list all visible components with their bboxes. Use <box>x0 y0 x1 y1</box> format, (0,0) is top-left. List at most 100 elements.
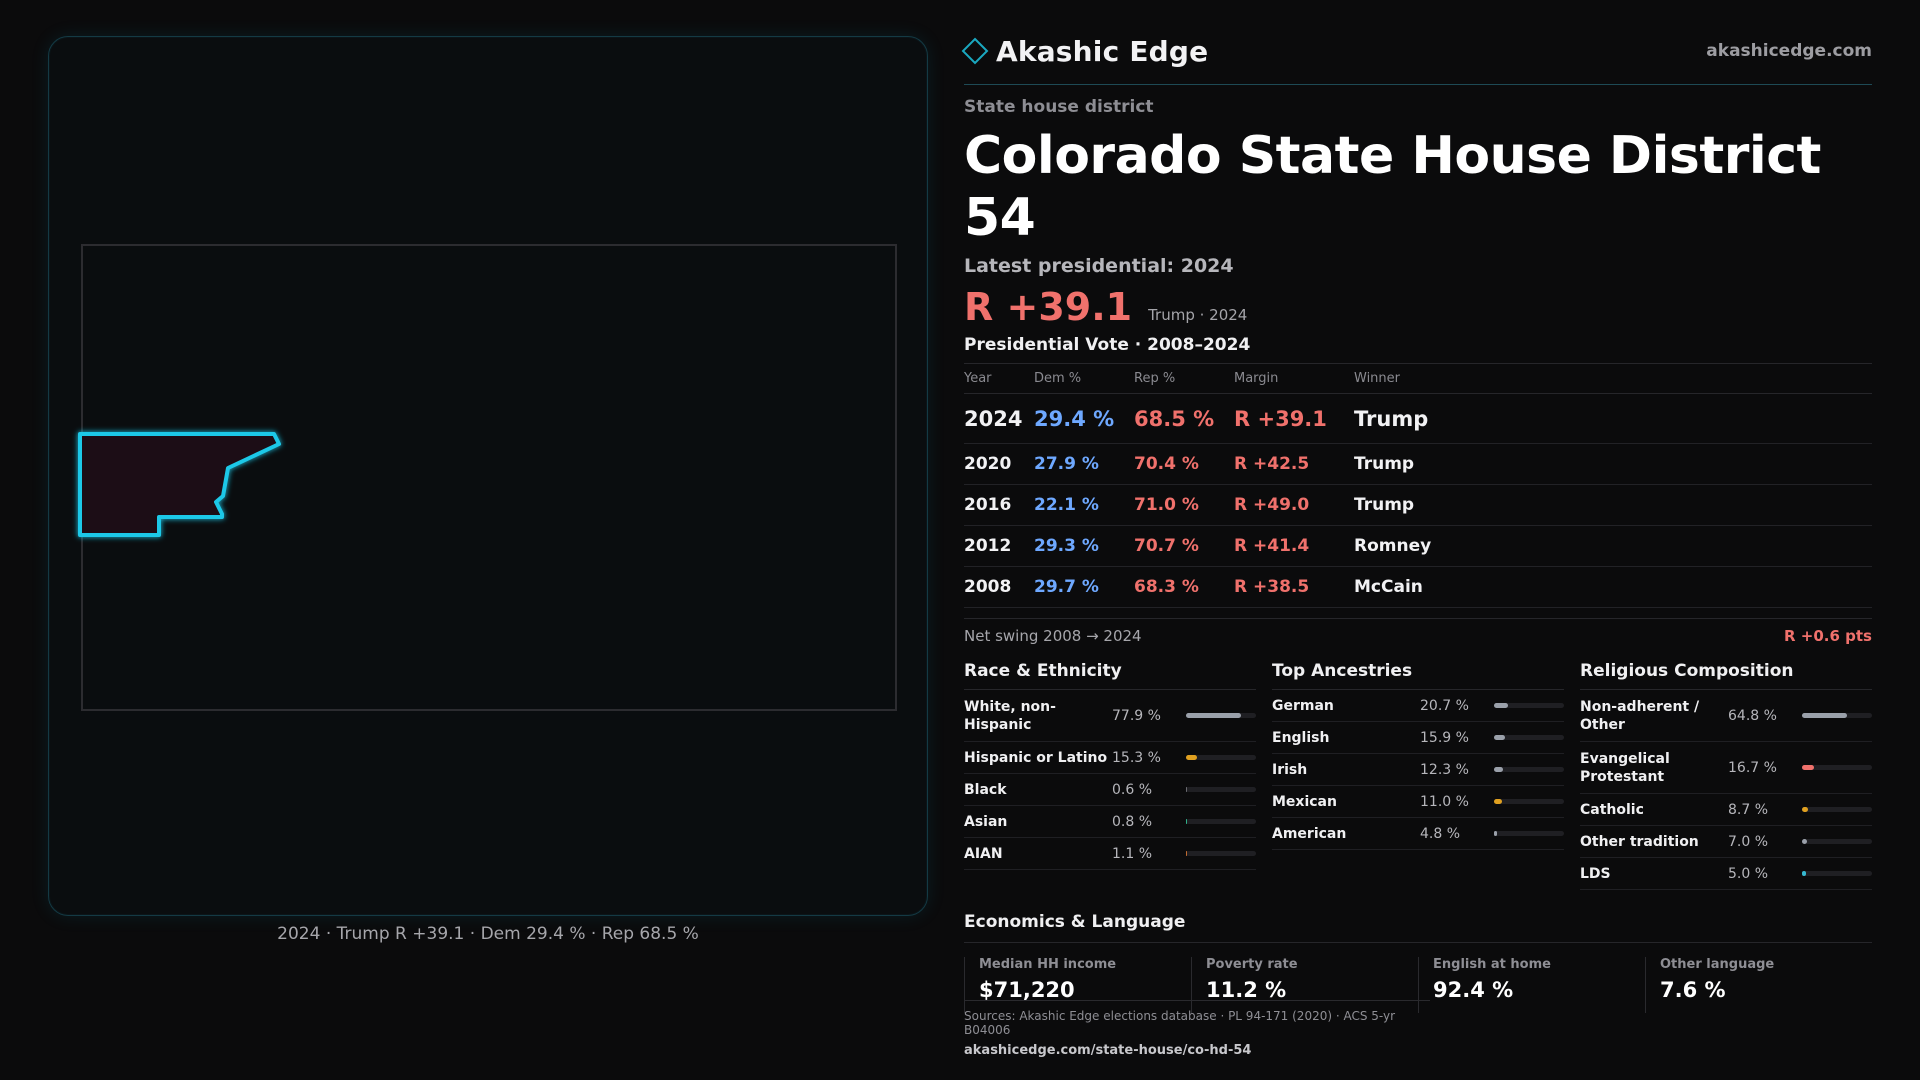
religion-title: Religious Composition <box>1580 661 1872 690</box>
bar-track <box>1494 703 1564 708</box>
col-header-winner: Winner <box>1354 363 1872 394</box>
stat-label: English at home <box>1433 957 1551 972</box>
bar-track <box>1494 799 1564 804</box>
bar-fill <box>1802 713 1848 718</box>
latest-presidential-label: Latest presidential: 2024 <box>964 255 1234 277</box>
item-value: 0.6 % <box>1112 781 1153 798</box>
rep-cell: 71.0 % <box>1134 484 1234 526</box>
table-row: 2012 29.3 % 70.7 % R +41.4 Romney <box>964 525 1872 567</box>
list-item: Evangelical Protestant 16.7 % <box>1580 742 1872 794</box>
stat-cell: Other language 7.6 % <box>1645 957 1872 1013</box>
stat-cell: Median HH income $71,220 <box>964 957 1191 1013</box>
list-item: White, non-Hispanic 77.9 % <box>964 690 1256 742</box>
col-header-rep: Rep % <box>1134 363 1234 394</box>
district-type-kicker: State house district <box>964 97 1154 117</box>
religion-panel: Religious Composition Non-adherent / Oth… <box>1580 661 1872 890</box>
item-label: Catholic <box>1580 801 1644 818</box>
item-label: Black <box>964 781 1007 798</box>
economics-panel: Median HH income $71,220 Poverty rate 11… <box>964 957 1872 1013</box>
dem-cell: 29.4 % <box>1034 393 1134 444</box>
year-cell: 2020 <box>964 443 1034 485</box>
divider <box>964 84 1872 85</box>
list-item: German 20.7 % <box>1272 690 1564 722</box>
brand[interactable]: Akashic Edge <box>961 34 1209 68</box>
dem-cell: 29.7 % <box>1034 566 1134 608</box>
item-value: 1.1 % <box>1112 845 1153 862</box>
stat-cell: English at home 92.4 % <box>1418 957 1645 1013</box>
bar-track <box>1802 839 1872 844</box>
item-value: 0.8 % <box>1112 813 1153 830</box>
district-shape[interactable] <box>78 432 281 537</box>
brand-name: Akashic Edge <box>996 34 1209 68</box>
item-label: Non-adherent / Other <box>1580 698 1700 733</box>
item-label: Irish <box>1272 761 1308 778</box>
district-map-panel[interactable] <box>48 36 928 916</box>
col-header-year: Year <box>964 363 1034 394</box>
table-row: 2020 27.9 % 70.4 % R +42.5 Trump <box>964 443 1872 485</box>
item-label: German <box>1272 697 1334 714</box>
item-label: Mexican <box>1272 793 1337 810</box>
winner-cell: Romney <box>1354 525 1872 567</box>
page-url-link[interactable]: akashicedge.com/state-house/co-hd-54 <box>964 1043 1252 1058</box>
stat-value: $71,220 <box>979 978 1075 1002</box>
rep-cell: 68.3 % <box>1134 566 1234 608</box>
item-value: 77.9 % <box>1112 707 1161 724</box>
list-item: LDS 5.0 % <box>1580 858 1872 890</box>
district-map <box>78 244 897 711</box>
ancestries-title: Top Ancestries <box>1272 661 1564 690</box>
list-item: English 15.9 % <box>1272 722 1564 754</box>
rep-cell: 70.4 % <box>1134 443 1234 485</box>
list-item: American 4.8 % <box>1272 818 1564 850</box>
bar-fill <box>1494 799 1502 804</box>
net-swing-label: Net swing 2008 → 2024 <box>964 627 1142 645</box>
item-value: 11.0 % <box>1420 793 1469 810</box>
margin-cell: R +42.5 <box>1234 443 1354 485</box>
col-header-margin: Margin <box>1234 363 1354 394</box>
bar-fill <box>1494 703 1509 708</box>
winner-cell: Trump <box>1354 484 1872 526</box>
list-item: Irish 12.3 % <box>1272 754 1564 786</box>
race-ethnicity-panel: Race & Ethnicity White, non-Hispanic 77.… <box>964 661 1256 890</box>
item-label: Asian <box>964 813 1008 830</box>
item-label: English <box>1272 729 1330 746</box>
table-row: 2024 29.4 % 68.5 % R +39.1 Trump <box>964 393 1872 444</box>
diamond-icon <box>961 37 989 65</box>
item-value: 7.0 % <box>1728 833 1769 850</box>
year-cell: 2024 <box>964 393 1034 444</box>
item-label: American <box>1272 825 1347 842</box>
item-label: Evangelical Protestant <box>1580 750 1670 785</box>
bar-track <box>1186 819 1256 824</box>
bar-fill <box>1802 765 1814 770</box>
table-header-row: Year Dem % Rep % Margin Winner <box>964 363 1872 394</box>
stat-label: Median HH income <box>979 957 1117 972</box>
table-row: 2016 22.1 % 71.0 % R +49.0 Trump <box>964 484 1872 526</box>
margin-cell: R +38.5 <box>1234 566 1354 608</box>
demographics-columns: Race & Ethnicity White, non-Hispanic 77.… <box>964 661 1872 890</box>
dem-cell: 29.3 % <box>1034 525 1134 567</box>
ancestries-panel: Top Ancestries German 20.7 % English 15.… <box>1272 661 1564 890</box>
item-value: 4.8 % <box>1420 825 1461 842</box>
site-url-link[interactable]: akashicedge.com <box>1706 41 1872 61</box>
margin-cell: R +41.4 <box>1234 525 1354 567</box>
bar-fill <box>1494 767 1503 772</box>
bar-track <box>1186 787 1256 792</box>
stat-value: 92.4 % <box>1433 978 1514 1002</box>
presidential-vote-table: Year Dem % Rep % Margin Winner 2024 29.4… <box>964 363 1872 608</box>
winner-cell: Trump <box>1354 443 1872 485</box>
list-item: Non-adherent / Other 64.8 % <box>1580 690 1872 742</box>
footer: Sources: Akashic Edge elections database… <box>964 1000 1430 1058</box>
item-value: 20.7 % <box>1420 697 1469 714</box>
item-label: AIAN <box>964 845 1003 862</box>
item-value: 12.3 % <box>1420 761 1469 778</box>
headline-margin-sub: Trump · 2024 <box>1148 306 1248 324</box>
bar-track <box>1494 767 1564 772</box>
item-value: 64.8 % <box>1728 707 1777 724</box>
table-row: 2008 29.7 % 68.3 % R +38.5 McCain <box>964 566 1872 608</box>
list-item: Catholic 8.7 % <box>1580 794 1872 826</box>
list-item: Black 0.6 % <box>964 774 1256 806</box>
stat-label: Poverty rate <box>1206 957 1298 972</box>
item-label: Other tradition <box>1580 833 1699 850</box>
margin-cell: R +49.0 <box>1234 484 1354 526</box>
stat-value: 7.6 % <box>1660 978 1726 1002</box>
list-item: AIAN 1.1 % <box>964 838 1256 870</box>
